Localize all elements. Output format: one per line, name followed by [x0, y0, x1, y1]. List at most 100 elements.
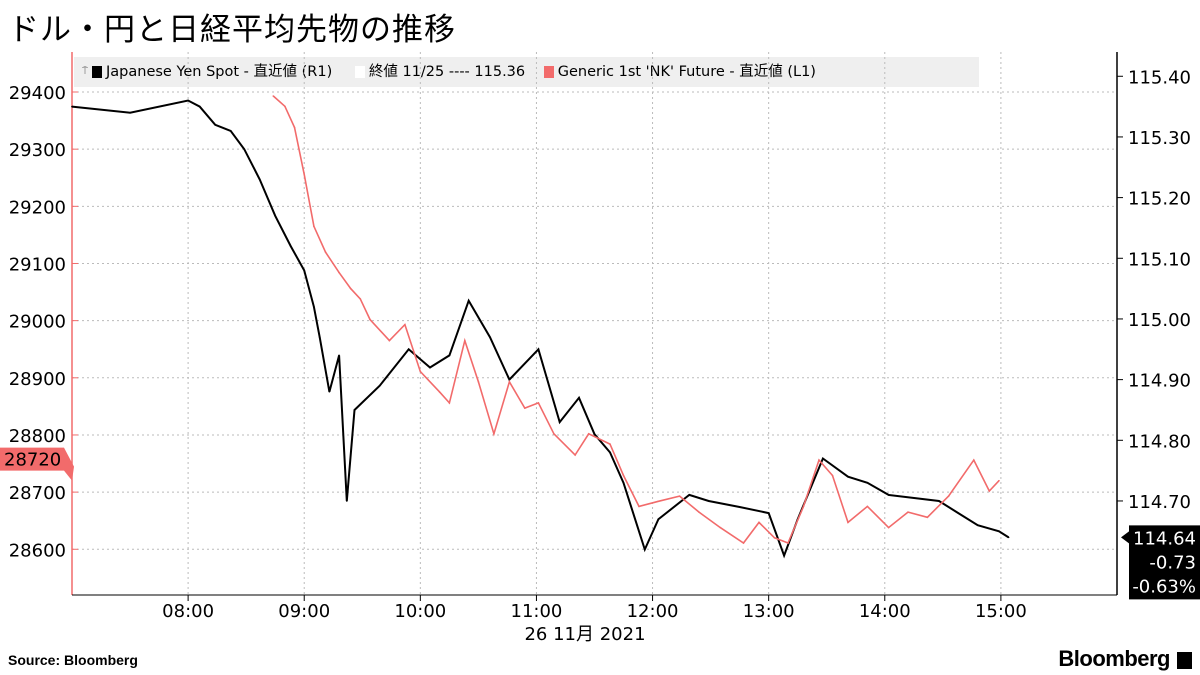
yen-point [822, 457, 824, 460]
x-tick-label: 11:00 [511, 601, 563, 622]
left-tick-label: 29100 [9, 254, 66, 275]
x-tick-label: 13:00 [743, 601, 795, 622]
yen-point [938, 500, 940, 502]
nk-point [349, 287, 352, 290]
nk-point [537, 402, 540, 404]
yen-point [345, 500, 348, 502]
yen-point [274, 215, 276, 217]
yen-point [593, 433, 596, 436]
yen-point [976, 524, 979, 527]
nk-point [609, 443, 611, 445]
yen-point [258, 178, 261, 181]
yen-point [129, 111, 131, 114]
x-tick-label: 14:00 [859, 601, 911, 622]
yen-point [229, 130, 232, 132]
nk-point [464, 339, 466, 342]
nk-point [477, 381, 480, 383]
nk-point [313, 225, 315, 228]
yen-point [508, 378, 511, 381]
nk-point [887, 526, 890, 529]
nk-point [787, 542, 789, 544]
right-last-value-tag [1121, 525, 1200, 600]
yen-point [407, 348, 410, 351]
nk-point [818, 459, 820, 461]
yen-point [657, 518, 660, 520]
nk-point [419, 370, 422, 373]
left-last-value: 28720 [4, 450, 61, 471]
yen-point [847, 475, 849, 478]
yen-point [558, 421, 561, 423]
nk-point [524, 407, 526, 409]
yen-point [688, 494, 691, 496]
nk-point [907, 511, 909, 513]
nk-point [773, 537, 776, 539]
nk-point [988, 490, 991, 492]
yen-point [243, 148, 246, 150]
nk-point [293, 126, 296, 129]
nk-point [369, 318, 371, 321]
left-tick-label: 29400 [9, 83, 66, 104]
right-last-value-0: 114.64 [1133, 528, 1196, 549]
nk-point [698, 511, 700, 513]
nk-point [742, 542, 745, 544]
yen-point [887, 494, 890, 496]
left-tick-label: 29200 [9, 197, 66, 218]
nk-point [284, 105, 286, 108]
yen-point [328, 390, 331, 393]
nk-point [338, 271, 340, 274]
yen-point [289, 245, 292, 247]
chart-title: ドル・円と日経平均先物の推移 [8, 12, 456, 48]
nk-point [438, 391, 441, 393]
yen-point [957, 512, 960, 514]
yen-point [313, 306, 315, 308]
yen-point [767, 512, 770, 514]
yen-point [622, 481, 625, 484]
yen-point [338, 354, 340, 357]
nk-point [493, 433, 495, 435]
nk-point [622, 474, 625, 477]
right-tick-label: 114.70 [1128, 492, 1191, 513]
nk-point [272, 95, 275, 97]
legend-nk: Generic 1st 'NK' Future - 直近値 (L1) [557, 64, 816, 80]
nk-point [758, 521, 760, 524]
nk-point [359, 298, 362, 300]
nk-point [587, 433, 590, 435]
yen-point [998, 530, 1000, 533]
yen-point [318, 336, 321, 338]
yen-point [448, 354, 451, 357]
left-tick-label: 28800 [9, 426, 66, 447]
nk-point [404, 323, 406, 326]
nk-point [719, 526, 722, 529]
x-tick-label: 10:00 [394, 601, 446, 622]
right-tick-label: 115.20 [1128, 189, 1191, 210]
right-tick-label: 115.40 [1128, 67, 1191, 88]
nk-point [574, 454, 576, 456]
x-axis-label: 26 11月 2021 [524, 624, 645, 645]
yen-point [489, 336, 491, 338]
nk-point [926, 516, 929, 519]
yen-point [738, 506, 741, 508]
yen-point [303, 269, 306, 272]
yen-point [378, 384, 381, 387]
yen-point [1007, 536, 1010, 539]
yen-point [353, 409, 356, 411]
x-tick-label: 15:00 [975, 601, 1027, 622]
nk-point [448, 402, 451, 404]
legend-swatch-nk [543, 66, 554, 78]
right-tick-label: 114.90 [1128, 371, 1191, 392]
legend-swatch-yen [92, 66, 102, 78]
yen-point [609, 451, 611, 454]
nk-point [802, 505, 805, 508]
nk-point [947, 495, 950, 497]
yen-point [707, 500, 710, 502]
left-tick-label: 29300 [9, 140, 66, 161]
nk-point [324, 251, 327, 253]
left-tick-label: 29000 [9, 312, 66, 333]
yen-point [866, 481, 869, 484]
pin-icon: ⍑ [82, 66, 88, 77]
yen-point [71, 105, 73, 108]
yen-point [783, 554, 785, 557]
left-last-value-tag [0, 447, 74, 481]
nk-point [638, 505, 640, 508]
